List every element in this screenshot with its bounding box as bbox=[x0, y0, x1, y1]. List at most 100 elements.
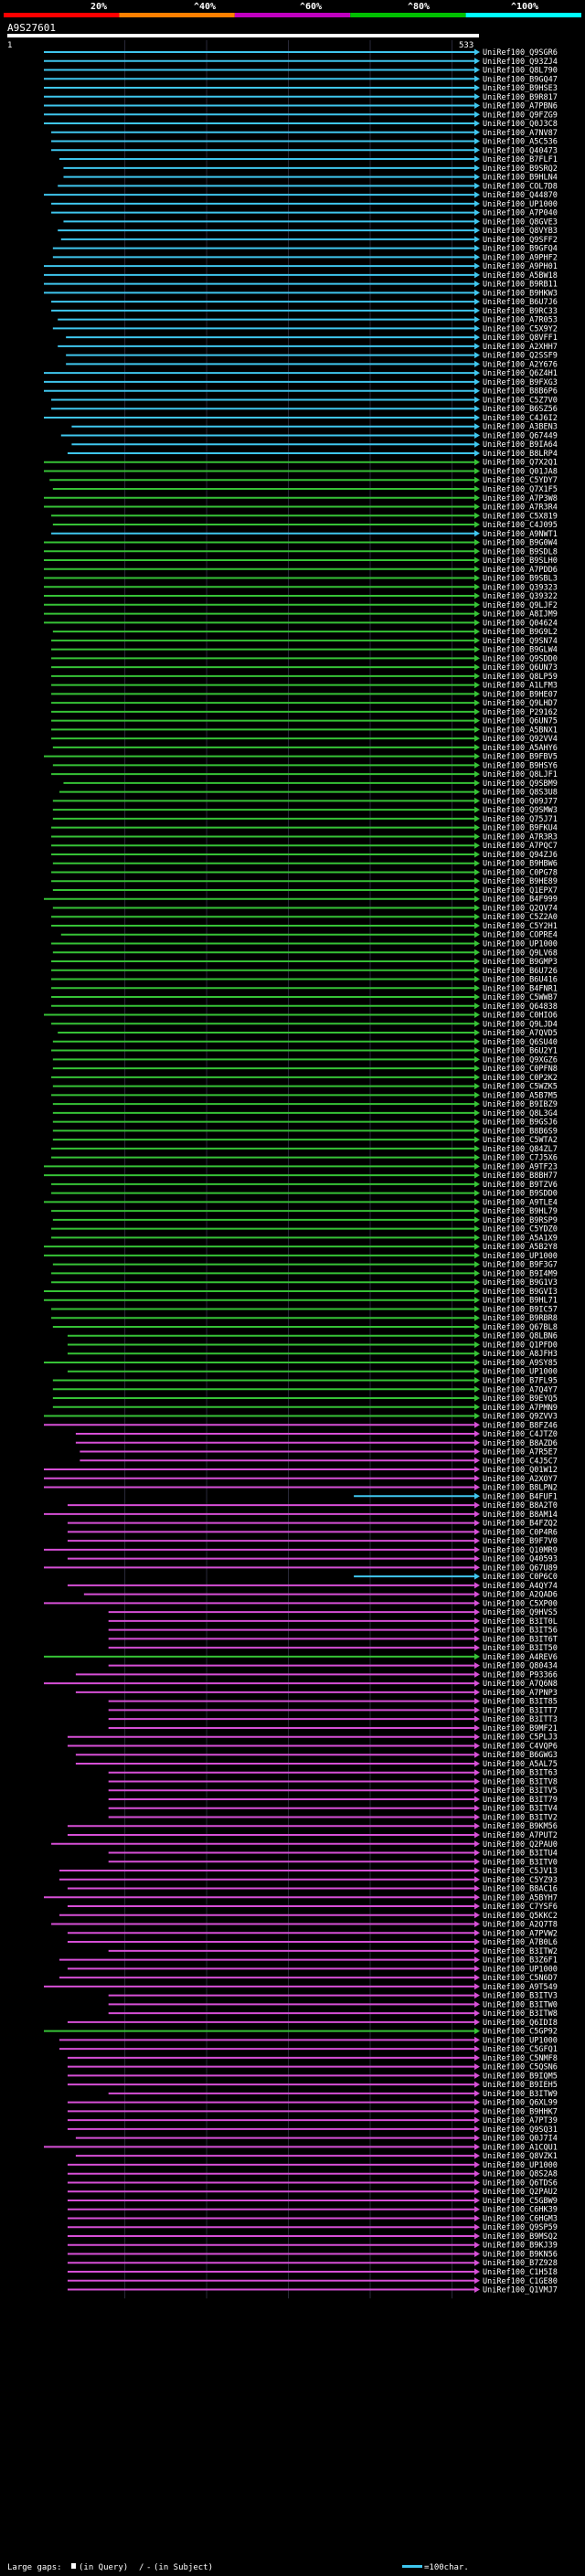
hit-label[interactable]: UniRef100_C5Z7V0 bbox=[483, 396, 558, 405]
hit-label[interactable]: UniRef100_UP1000 bbox=[483, 2036, 558, 2045]
hit-label[interactable]: UniRef100_C6HGM3 bbox=[483, 2214, 558, 2223]
hit-label[interactable]: UniRef100_Q1VMJ7 bbox=[483, 2286, 558, 2295]
hit-label[interactable]: UniRef100_B8AM14 bbox=[483, 1511, 558, 1520]
hit-label[interactable]: UniRef100_Q9SMW3 bbox=[483, 806, 558, 815]
hit-label[interactable]: UniRef100_B6U726 bbox=[483, 967, 558, 976]
hit-label[interactable]: UniRef100_B9G0W4 bbox=[483, 539, 558, 548]
hit-label[interactable]: UniRef100_A7NV87 bbox=[483, 129, 558, 138]
hit-label[interactable]: UniRef100_B9HL71 bbox=[483, 1297, 558, 1306]
hit-label[interactable]: UniRef100_B7FLF1 bbox=[483, 155, 558, 164]
hit-label[interactable]: UniRef100_B8AZD6 bbox=[483, 1439, 558, 1448]
hit-label[interactable]: UniRef100_C0P6C0 bbox=[483, 1573, 558, 1582]
hit-label[interactable]: UniRef100_A5AL75 bbox=[483, 1760, 558, 1769]
hit-label[interactable]: UniRef100_Q9LV68 bbox=[483, 949, 558, 958]
hit-label[interactable]: UniRef100_A2Y676 bbox=[483, 360, 558, 369]
hit-label[interactable]: UniRef100_Q01JA8 bbox=[483, 467, 558, 476]
hit-label[interactable]: UniRef100_B9GMP3 bbox=[483, 958, 558, 967]
hit-label[interactable]: UniRef100_A9TF23 bbox=[483, 1162, 558, 1171]
hit-label[interactable]: UniRef100_C7YSF6 bbox=[483, 1903, 558, 1912]
hit-label[interactable]: UniRef100_B4F999 bbox=[483, 896, 558, 905]
hit-label[interactable]: UniRef100_UP1000 bbox=[483, 940, 558, 949]
hit-label[interactable]: UniRef100_B9TZV6 bbox=[483, 1181, 558, 1190]
hit-label[interactable]: UniRef100_Q09J77 bbox=[483, 797, 558, 806]
hit-label[interactable]: UniRef100_COPRE4 bbox=[483, 931, 558, 940]
hit-label[interactable]: UniRef100_A5B7M5 bbox=[483, 1091, 558, 1100]
hit-label[interactable]: UniRef100_Q80434 bbox=[483, 1662, 558, 1671]
hit-label[interactable]: UniRef100_B9RB11 bbox=[483, 281, 558, 290]
hit-label[interactable]: UniRef100_Q8VZK1 bbox=[483, 2152, 558, 2161]
hit-label[interactable]: UniRef100_A1CQU1 bbox=[483, 2143, 558, 2152]
hit-label[interactable]: UniRef100_B9F7V0 bbox=[483, 1537, 558, 1546]
hit-label[interactable]: UniRef100_A1LFM3 bbox=[483, 682, 558, 691]
hit-label[interactable]: UniRef100_B9HL79 bbox=[483, 1207, 558, 1216]
hit-label[interactable]: UniRef100_B9SRQ2 bbox=[483, 164, 558, 174]
hit-label[interactable]: UniRef100_Q84ZL7 bbox=[483, 1145, 558, 1154]
hit-label[interactable]: UniRef100_A7R3R3 bbox=[483, 832, 558, 842]
hit-label[interactable]: UniRef100_B8LRP4 bbox=[483, 450, 558, 459]
hit-label[interactable]: UniRef100_A7PQC7 bbox=[483, 842, 558, 851]
hit-label[interactable]: UniRef100_Q8LBN6 bbox=[483, 1332, 558, 1341]
hit-label[interactable]: UniRef100_C7J5X6 bbox=[483, 1154, 558, 1163]
hit-label[interactable]: UniRef100_Q9ZVV3 bbox=[483, 1413, 558, 1422]
hit-label[interactable]: UniRef100_C5WTA2 bbox=[483, 1136, 558, 1145]
hit-label[interactable]: UniRef100_Q8LJF1 bbox=[483, 770, 558, 779]
hit-label[interactable]: UniRef100_B8AC16 bbox=[483, 1885, 558, 1894]
hit-label[interactable]: UniRef100_Q94ZJ6 bbox=[483, 851, 558, 860]
hit-label[interactable]: UniRef100_B9G9L2 bbox=[483, 628, 558, 637]
hit-label[interactable]: UniRef100_Q9SP59 bbox=[483, 2223, 558, 2232]
hit-label[interactable]: UniRef100_Q6TDS6 bbox=[483, 2178, 558, 2188]
hit-label[interactable]: UniRef100_Q44870 bbox=[483, 191, 558, 200]
hit-label[interactable]: UniRef100_Q9SBM9 bbox=[483, 779, 558, 789]
hit-label[interactable]: UniRef100_C4VQP6 bbox=[483, 1742, 558, 1751]
hit-label[interactable]: UniRef100_B7FL95 bbox=[483, 1376, 558, 1385]
hit-label[interactable]: UniRef100_Q9SGR6 bbox=[483, 48, 558, 58]
hit-label[interactable]: UniRef100_Q8L3G4 bbox=[483, 1109, 558, 1118]
hit-label[interactable]: UniRef100_A5A1X9 bbox=[483, 1234, 558, 1243]
hit-label[interactable]: UniRef100_B3ITV0 bbox=[483, 1858, 558, 1867]
hit-label[interactable]: UniRef100_A9NWT1 bbox=[483, 530, 558, 539]
hit-label[interactable]: UniRef100_Q8L790 bbox=[483, 67, 558, 76]
hit-label[interactable]: UniRef100_Q1EPX7 bbox=[483, 886, 558, 896]
hit-label[interactable]: UniRef100_Q01W12 bbox=[483, 1466, 558, 1475]
hit-label[interactable]: UniRef100_B7Z928 bbox=[483, 2259, 558, 2268]
hit-label[interactable]: UniRef100_B9IC57 bbox=[483, 1305, 558, 1314]
hit-label[interactable]: UniRef100_B3ITT7 bbox=[483, 1706, 558, 1715]
hit-label[interactable]: UniRef100_A2XOY7 bbox=[483, 1475, 558, 1484]
hit-label[interactable]: UniRef100_Q9SDD0 bbox=[483, 654, 558, 663]
hit-label[interactable]: UniRef100_B9KM56 bbox=[483, 1822, 558, 1831]
hit-label[interactable]: UniRef100_A8IJM9 bbox=[483, 610, 558, 620]
hit-label[interactable]: UniRef100_B9GQ47 bbox=[483, 75, 558, 84]
hit-label[interactable]: UniRef100_Q5KKC2 bbox=[483, 1912, 558, 1921]
hit-label[interactable]: UniRef100_B9FKU4 bbox=[483, 824, 558, 833]
hit-label[interactable]: UniRef100_B9FXG3 bbox=[483, 378, 558, 387]
hit-label[interactable]: UniRef100_B9HSY6 bbox=[483, 761, 558, 770]
hit-label[interactable]: UniRef100_B6U416 bbox=[483, 976, 558, 985]
hit-label[interactable]: UniRef100_B3ITW8 bbox=[483, 2009, 558, 2019]
hit-label[interactable]: UniRef100_A7P040 bbox=[483, 209, 558, 218]
hit-label[interactable]: UniRef100_P93366 bbox=[483, 1670, 558, 1680]
hit-label[interactable]: UniRef100_Q6SU40 bbox=[483, 1038, 558, 1047]
hit-label[interactable]: UniRef100_Q67BL8 bbox=[483, 1323, 558, 1332]
hit-label[interactable]: UniRef100_C5Z2A0 bbox=[483, 913, 558, 922]
hit-label[interactable]: UniRef100_A7Q6N8 bbox=[483, 1680, 558, 1689]
hit-label[interactable]: UniRef100_B9FBV5 bbox=[483, 753, 558, 762]
hit-label[interactable]: UniRef100_Q39323 bbox=[483, 583, 558, 592]
hit-label[interactable]: UniRef100_Q93ZJ4 bbox=[483, 58, 558, 67]
hit-label[interactable]: UniRef100_Q9SN74 bbox=[483, 637, 558, 646]
hit-label[interactable]: UniRef100_B6U2Y1 bbox=[483, 1047, 558, 1056]
hit-label[interactable]: UniRef100_Q2PAU0 bbox=[483, 1840, 558, 1850]
hit-label[interactable]: UniRef100_Q04624 bbox=[483, 619, 558, 628]
hit-label[interactable]: UniRef100_C5JV13 bbox=[483, 1867, 558, 1876]
hit-label[interactable]: UniRef100_B9HBW6 bbox=[483, 860, 558, 869]
hit-label[interactable]: UniRef100_C5Y2H1 bbox=[483, 922, 558, 931]
hit-label[interactable]: UniRef100_Q9HVS5 bbox=[483, 1608, 558, 1617]
hit-label[interactable]: UniRef100_A9PHF2 bbox=[483, 253, 558, 262]
hit-label[interactable]: UniRef100_Q9SFF2 bbox=[483, 236, 558, 245]
hit-label[interactable]: UniRef100_A8JFH3 bbox=[483, 1350, 558, 1359]
hit-label[interactable]: UniRef100_B9IQM5 bbox=[483, 2072, 558, 2081]
hit-label[interactable]: UniRef100_A7PNP3 bbox=[483, 1689, 558, 1698]
hit-label[interactable]: UniRef100_B9HHK7 bbox=[483, 2107, 558, 2116]
hit-label[interactable]: UniRef100_Q8S2A8 bbox=[483, 2170, 558, 2179]
hit-label[interactable]: UniRef100_B9SDL8 bbox=[483, 547, 558, 557]
hit-label[interactable]: UniRef100_UP1000 bbox=[483, 1368, 558, 1377]
